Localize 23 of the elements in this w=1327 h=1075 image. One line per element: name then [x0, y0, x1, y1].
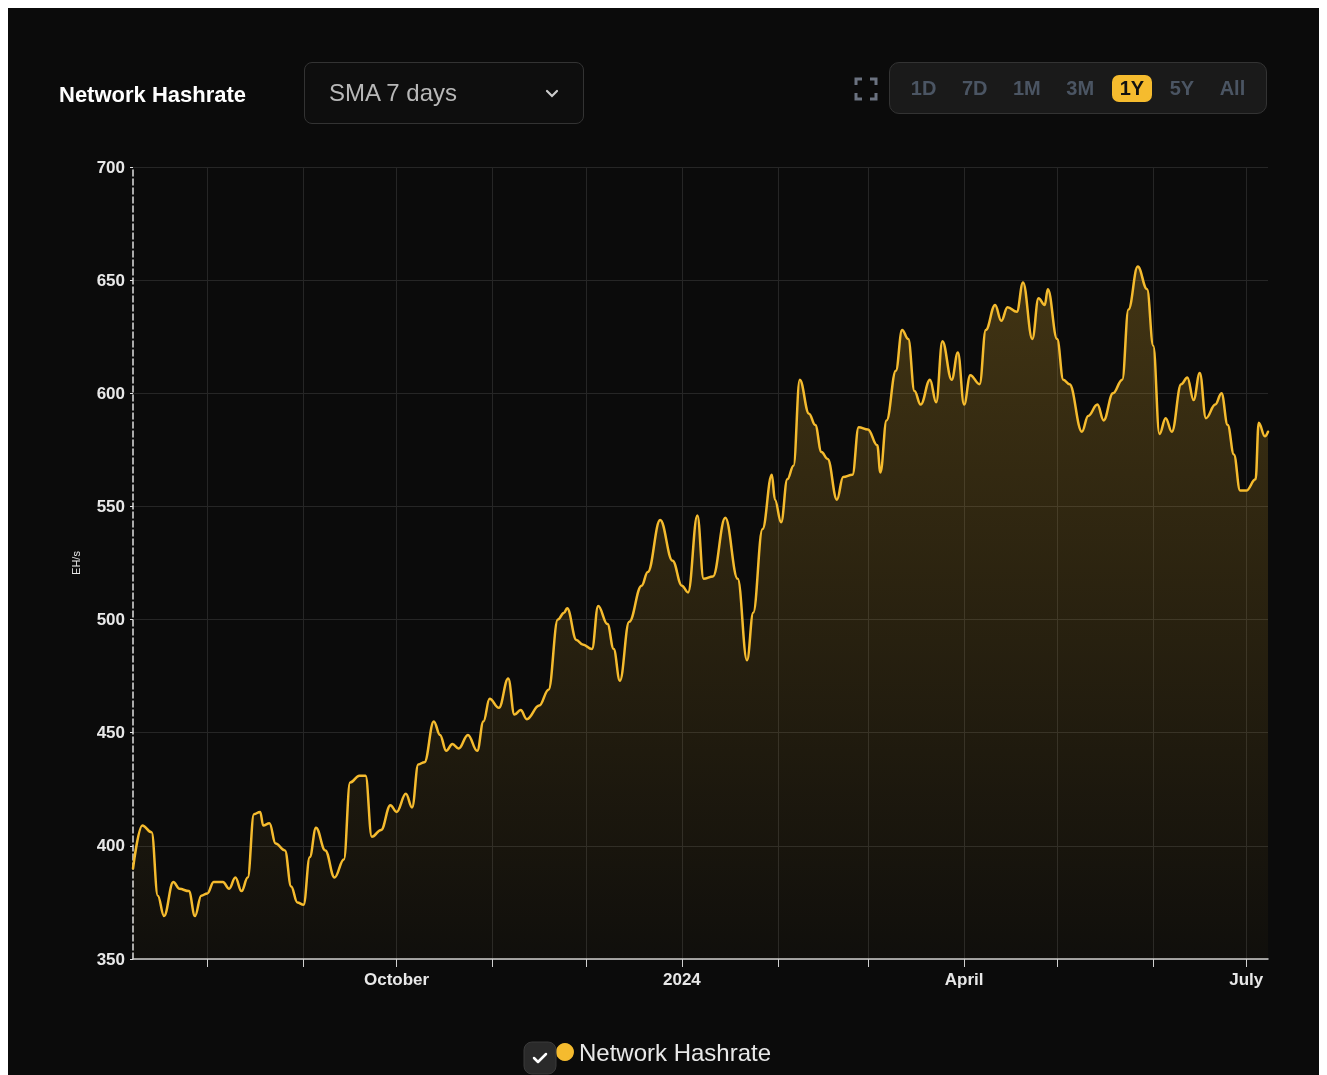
legend-label: Network Hashrate — [578, 1038, 772, 1066]
text: All — [1218, 75, 1247, 101]
y-tick-label: 550 — [96, 496, 125, 516]
x-tick-label: July — [1229, 970, 1264, 989]
text: 5Y — [1168, 75, 1196, 101]
y-axis-title: EH/s — [69, 550, 82, 575]
x-tick-label: 2024 — [662, 970, 702, 989]
y-tick-label: 650 — [96, 270, 125, 290]
y-tick-label: 450 — [96, 723, 125, 743]
text: 3M — [1065, 75, 1096, 101]
x-tick-label: April — [944, 970, 984, 989]
y-tick-label: 700 — [96, 157, 125, 177]
y-tick-label: 400 — [96, 836, 125, 856]
x-tick-label: October — [364, 970, 430, 989]
y-tick-label: 350 — [96, 949, 125, 969]
text: SMA 7 days — [329, 79, 459, 107]
text: 1Y — [1111, 74, 1153, 102]
text: 7D — [960, 75, 989, 101]
y-tick-label: 500 — [96, 610, 125, 630]
chart-title: Network Hashrate — [59, 81, 247, 107]
y-tick-label: 600 — [96, 383, 125, 403]
text: 1D — [909, 75, 938, 101]
text: 1M — [1012, 75, 1042, 101]
